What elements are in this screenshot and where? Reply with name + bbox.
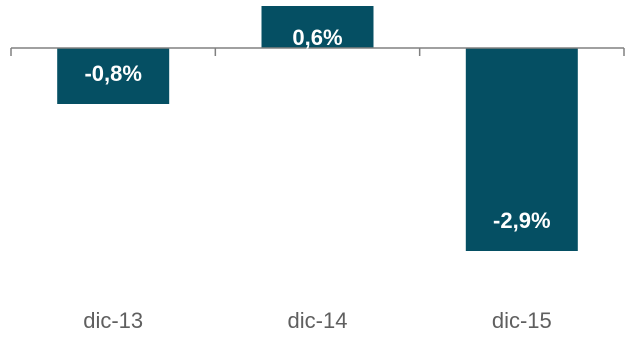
value-label-dic-13: -0,8% — [84, 61, 141, 86]
value-label-dic-14: 0,6% — [292, 25, 342, 50]
category-labels-group: dic-13 dic-14 dic-15 — [83, 308, 552, 333]
category-label-dic-14: dic-14 — [288, 308, 348, 333]
bars-group — [57, 6, 578, 251]
value-labels-group: -0,8% 0,6% -2,9% — [84, 25, 550, 233]
category-label-dic-13: dic-13 — [83, 308, 143, 333]
value-label-dic-15: -2,9% — [493, 208, 550, 233]
category-label-dic-15: dic-15 — [492, 308, 552, 333]
bar-dic-13 — [57, 48, 170, 104]
bar-dic-14 — [261, 6, 374, 48]
axis-group — [10, 47, 625, 56]
bar-dic-15 — [465, 48, 578, 251]
